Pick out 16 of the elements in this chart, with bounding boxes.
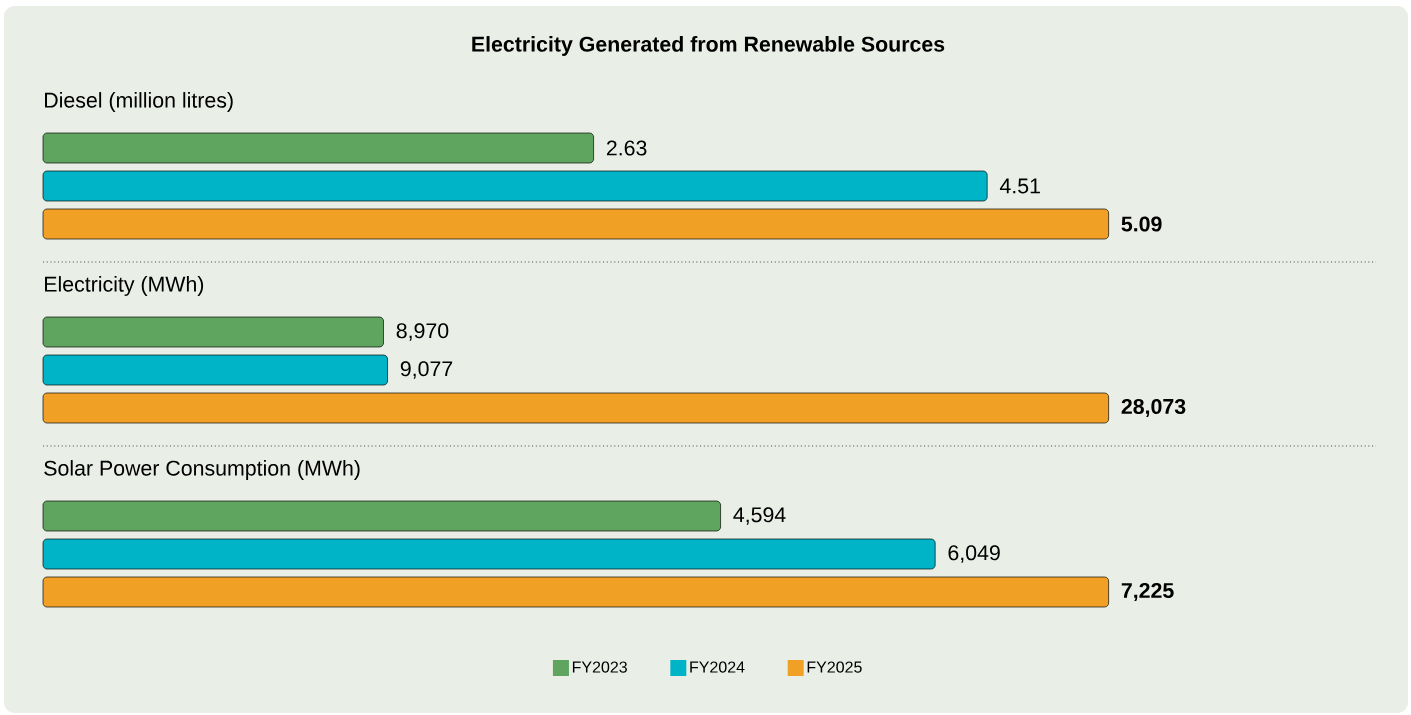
chart-subtitle: Diesel (million litres) — [45, 92, 233, 112]
data-label: 9,077 — [400, 361, 453, 379]
data-label: 6,049 — [948, 545, 1000, 563]
chart-subtitle: Electricity (MWh) — [45, 276, 204, 296]
data-label: 4.51 — [999, 178, 1040, 194]
data-label: 8,970 — [396, 323, 449, 341]
legend-label: FY2023 — [572, 661, 627, 673]
data-label: 2.63 — [606, 140, 647, 156]
data-label: 4,594 — [733, 507, 786, 525]
chart-title: Electricity Generated from Renewable Sources — [472, 36, 945, 56]
data-label: 28,073 — [1121, 398, 1186, 418]
chart-subtitle: Solar Power Consumption (MWh) — [44, 460, 360, 480]
legend-label: FY2025 — [807, 661, 862, 673]
data-label: 5.09 — [1121, 216, 1162, 232]
data-label: 7,225 — [1121, 582, 1174, 602]
legend-label: FY2024 — [690, 661, 745, 673]
